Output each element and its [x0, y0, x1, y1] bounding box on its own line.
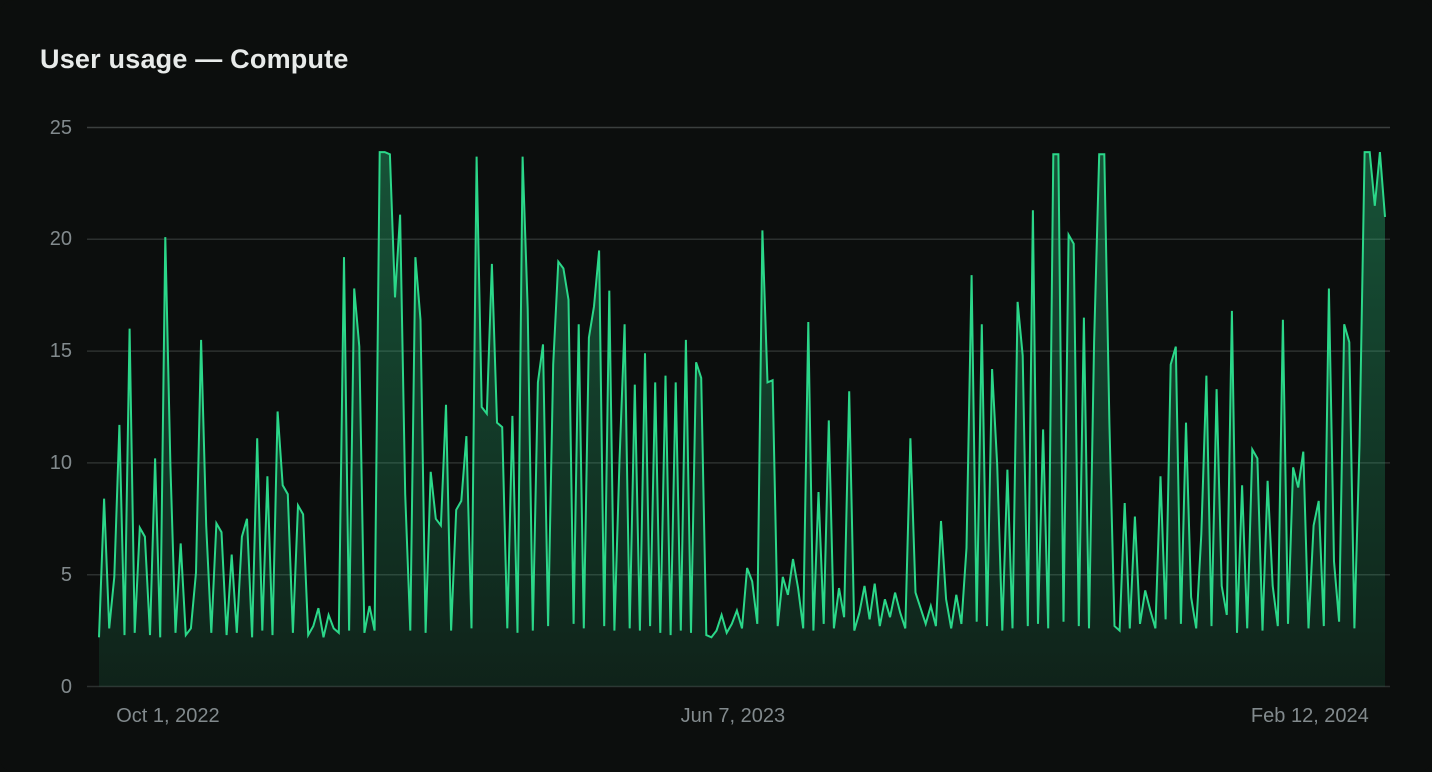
usage-line: [98, 151, 1386, 639]
y-axis-tick-label: 20: [49, 228, 72, 251]
y-axis-tick-label: 25: [49, 116, 72, 139]
y-axis-tick-label: 0: [60, 675, 72, 698]
y-axis-tick-label: 10: [49, 451, 72, 474]
chart-title: User usage — Compute: [40, 44, 349, 74]
x-axis-tick-label: Feb 12, 2024: [1250, 705, 1369, 727]
y-axis-tick-label: 5: [60, 563, 72, 586]
x-axis-tick-label: Jun 7, 2023: [680, 705, 786, 727]
y-axis-tick-label: 15: [49, 340, 72, 363]
x-axis-tick-label: Oct 1, 2022: [116, 705, 220, 727]
area-fill: [99, 152, 1385, 687]
